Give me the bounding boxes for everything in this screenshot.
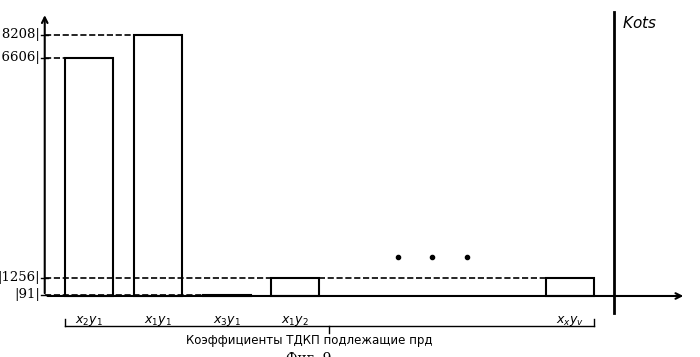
Text: $\mathit{Kots}$: $\mathit{Kots}$	[622, 15, 657, 31]
Text: $x_1y_2$: $x_1y_2$	[281, 314, 309, 328]
Text: $x_xy_v$: $x_xy_v$	[556, 314, 584, 328]
Bar	[271, 278, 319, 296]
Bar	[134, 35, 182, 296]
Bar	[65, 58, 113, 296]
Text: |-16606|: |-16606|	[0, 51, 40, 64]
Bar	[545, 278, 594, 296]
Text: $x_2y_1$: $x_2y_1$	[76, 314, 103, 328]
Text: $x_1y_1$: $x_1y_1$	[144, 314, 172, 328]
Text: |1256|: |1256|	[0, 271, 40, 285]
Text: Фиг. 9: Фиг. 9	[286, 352, 332, 357]
Bar	[202, 295, 251, 296]
Text: |91|: |91|	[14, 288, 40, 301]
Text: $x_3y_1$: $x_3y_1$	[213, 314, 240, 328]
Text: |18208|: |18208|	[0, 29, 40, 41]
Text: Коэффициенты ТДКП подлежащие прд: Коэффициенты ТДКП подлежащие прд	[186, 334, 432, 347]
